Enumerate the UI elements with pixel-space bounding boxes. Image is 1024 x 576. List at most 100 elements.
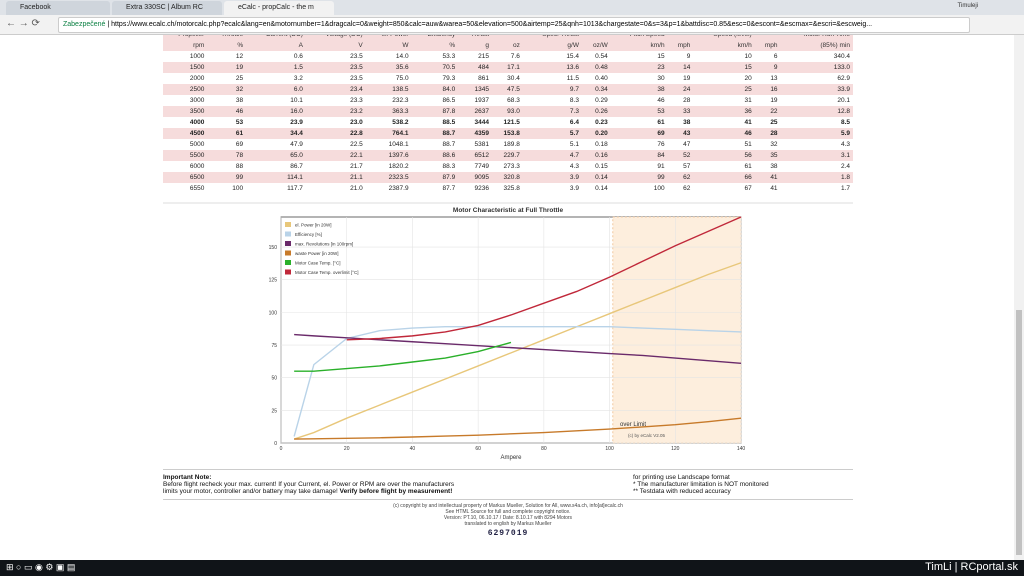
counter: 6297019	[487, 529, 529, 538]
table-cell: 6.4	[569, 119, 579, 126]
table-cell: 121.5	[503, 119, 520, 126]
x-tick-label: 100	[605, 446, 614, 452]
table-cell: 19	[683, 75, 691, 82]
header-cell: g/W	[522, 40, 582, 51]
table-row: 6550 100 117.7 21.0 2387.9 87.7 9236 325.8 3.9 0.…	[163, 183, 853, 194]
table-cell: 114.1	[246, 172, 306, 183]
table-cell: 76	[657, 141, 665, 148]
user: Timuleji	[957, 3, 978, 9]
table-cell: 32	[770, 141, 778, 148]
table-cell: 0.54	[595, 53, 608, 60]
table-cell: 47	[683, 141, 691, 148]
table-cell: 320.8	[492, 172, 523, 183]
tab[interactable]: Extra 330SC | Album RC	[112, 1, 222, 15]
table-cell: 1500	[163, 62, 208, 73]
table-cell: 22.8	[305, 128, 366, 139]
table-cell: 23.9	[290, 119, 303, 126]
table-cell: 9095	[458, 172, 492, 183]
start-button[interactable]: ⊞ ○ ▭ ◉ ⚙ ▣ ▤	[6, 562, 76, 572]
header-cell: Pitch Speed	[610, 35, 668, 40]
table-cell: 88.3	[442, 163, 456, 170]
table-cell: 4.3	[569, 163, 579, 170]
table-cell: 9	[686, 53, 691, 60]
y-tick-label: 0	[274, 441, 277, 447]
table-cell: 229.7	[492, 150, 523, 161]
header-cell: Motor Run Time	[780, 35, 853, 40]
legend-swatch	[285, 269, 291, 275]
address-bar[interactable]: Zabezpečené | https://www.ecalc.ch/motor…	[58, 17, 970, 33]
header-cell: mph	[667, 40, 694, 51]
table-cell: 3.9	[569, 185, 579, 192]
table-cell: 65.0	[246, 150, 306, 161]
table-cell: 41	[754, 172, 781, 183]
legend-label: Efficiency [%]	[295, 232, 322, 237]
table-cell: 19	[770, 97, 778, 104]
table-cell: 35	[754, 150, 781, 161]
x-tick-label: 120	[671, 446, 680, 452]
table-row: 5500 78 65.0 22.1 1397.6 88.6 6512 229.7 4.7 0.16…	[163, 150, 853, 161]
table-cell: 17.1	[492, 62, 523, 73]
y-tick-label: 25	[271, 408, 277, 414]
table-cell: 36	[693, 106, 755, 117]
x-tick-label: 140	[737, 446, 746, 452]
x-tick-label: 60	[475, 446, 481, 452]
table-cell: 87.8	[411, 106, 459, 117]
table-cell: 1820.2	[388, 163, 409, 170]
table-cell: 53	[610, 106, 668, 117]
table-cell: 24	[667, 84, 694, 95]
legend-label: max. Revolutions [in 100rpm]	[295, 242, 353, 247]
table-cell: 9	[754, 62, 781, 73]
table-cell: 5500	[163, 150, 208, 161]
header-cell: oz/W	[581, 40, 611, 51]
note-text: limits your motor, controller and/or bat…	[163, 488, 340, 495]
footer-line: Version: PT.10, 06.10.17 / Date: 8.10.17…	[443, 515, 573, 521]
header-cell: Thrust	[458, 35, 492, 40]
note-right-line: ** Testdata with reduced accuracy	[633, 488, 731, 495]
table-row: 1500 19 1.5 23.5 35.6 70.5 484 17.1 13.6 0.48 23 14…	[163, 62, 853, 73]
table-cell: 0.26	[581, 106, 611, 117]
table-cell: 5.9	[780, 128, 853, 139]
table-cell: 10.1	[290, 97, 303, 104]
table-cell: 25	[235, 75, 244, 82]
table-cell: 87.9	[411, 172, 459, 183]
header-cell: Speed (level)	[693, 35, 755, 40]
tab[interactable]: eCalc - propCalc - the m	[224, 1, 334, 15]
nav-buttons[interactable]: ← → ⟳	[6, 18, 40, 29]
table-cell: 25	[770, 119, 778, 126]
header-cell: Propeller	[163, 35, 208, 40]
table-cell: 32	[207, 84, 247, 95]
tab[interactable]: Facebook	[6, 1, 110, 15]
table-cell: 861	[478, 75, 489, 82]
x-axis-label: Ampere	[500, 455, 522, 461]
table-cell: 23.5	[305, 62, 366, 73]
series-line	[294, 333, 742, 365]
table-cell: 0.23	[595, 119, 608, 126]
scrollbar[interactable]	[1014, 35, 1024, 560]
table-cell: 88.7	[442, 141, 456, 148]
content: PropellerThrottleCurrent (DC)Voltage (DC…	[0, 35, 1014, 560]
table-cell: 2.4	[840, 163, 850, 170]
header-cell: A	[246, 40, 306, 51]
table-cell: 0.48	[581, 62, 611, 73]
table-cell: 273.3	[503, 163, 520, 170]
table-cell: 4359	[458, 128, 492, 139]
table-cell: 363.3	[365, 106, 412, 117]
table-cell: 215	[478, 53, 489, 60]
table-cell: 16.0	[246, 106, 306, 117]
table-cell: 2000	[189, 75, 205, 82]
table-cell: 23	[610, 62, 668, 73]
table-cell: 38	[770, 163, 778, 170]
table-cell: 6	[773, 53, 778, 60]
header-cell	[492, 35, 523, 40]
scroll-thumb[interactable]	[1016, 310, 1022, 555]
table-cell: 325.8	[503, 185, 520, 192]
y-tick-label: 75	[271, 343, 277, 349]
table-cell: 62	[683, 185, 691, 192]
table-row: 6000 88 86.7 21.7 1820.2 88.3 7749 273.3 4.3 0.15…	[163, 161, 853, 172]
table-cell: 6550	[189, 185, 205, 192]
toolbar: ← → ⟳ Zabezpečené | https://www.ecalc.ch…	[0, 15, 1024, 35]
table-cell: 2323.5	[365, 172, 412, 183]
note-line: limits your motor, controller and/or bat…	[163, 488, 853, 495]
series-line	[294, 341, 512, 372]
table-cell: 0.16	[581, 150, 611, 161]
